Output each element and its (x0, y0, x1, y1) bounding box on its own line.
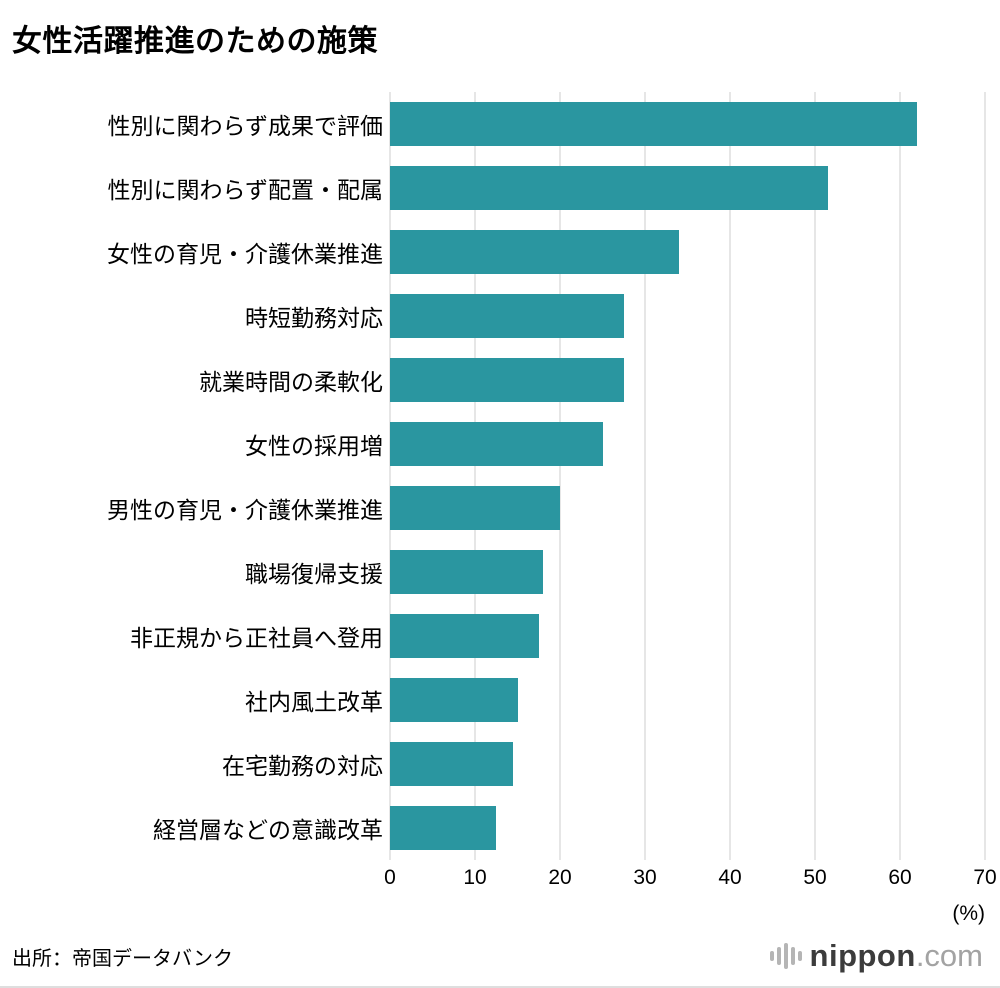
bar-row: 性別に関わらず配置・配属 (10, 156, 985, 220)
x-axis: 0 10 20 30 40 50 60 70 (384, 866, 997, 900)
nippon-logo: nippon.com (769, 938, 983, 974)
gridline (644, 92, 646, 860)
category-label: 女性の育児・介護休業推進 (107, 241, 383, 267)
bar-row: 時短勤務対応 (10, 284, 985, 348)
category-label: 時短勤務対応 (245, 305, 383, 331)
bar (390, 358, 624, 402)
bar (390, 230, 679, 274)
category-label: 非正規から正社員へ登用 (130, 625, 383, 651)
bar-rows: 性別に関わらず成果で評価 性別に関わらず配置・配属 女性の育児・介護休業推進時短勤務… (10, 92, 985, 860)
gridline (474, 92, 476, 860)
gridline (729, 92, 731, 860)
bar (390, 294, 624, 338)
bar-row: 経営層などの意識改革 (10, 796, 985, 860)
x-tick-label: 0 (384, 866, 396, 889)
bar (390, 806, 497, 850)
bar-row: 非正規から正社員へ登用 (10, 604, 985, 668)
bar-track (390, 422, 985, 466)
gridline (899, 92, 901, 860)
plot-area: 性別に関わらず成果で評価 性別に関わらず配置・配属 女性の育児・介護休業推進時短勤務… (10, 92, 986, 860)
bar-row: 在宅勤務の対応 (10, 732, 985, 796)
bar-track (390, 230, 985, 274)
bar-track (390, 614, 985, 658)
brand-suffix: .com (915, 938, 983, 973)
bar (390, 486, 560, 530)
chart-title: 女性活躍推進のための施策 (12, 25, 378, 58)
category-label: 在宅勤務の対応 (222, 753, 383, 779)
brand-wordmark: nippon.com (810, 938, 983, 974)
x-tick-label: 70 (973, 866, 997, 889)
gridline (984, 92, 986, 860)
grid-layer (389, 92, 986, 860)
gridline (389, 92, 391, 860)
bar-track (390, 166, 985, 210)
bar-track (390, 806, 985, 850)
category-label: 職場復帰支援 (245, 561, 383, 587)
bottom-rule (0, 986, 1000, 988)
gridline (559, 92, 561, 860)
category-label: 男性の育児・介護休業推進 (107, 497, 383, 523)
gridline (814, 92, 816, 860)
category-label: 社内風土改革 (245, 689, 383, 715)
bar (390, 614, 539, 658)
x-tick-label: 60 (888, 866, 912, 889)
x-tick-label: 10 (463, 866, 487, 889)
bar-row: 女性の育児・介護休業推進 (10, 220, 985, 284)
category-label: 女性の採用増 (245, 433, 383, 459)
x-tick-label: 40 (718, 866, 742, 889)
x-tick-label: 50 (803, 866, 827, 889)
footer: 出所：帝国データバンク nippon.com (10, 938, 985, 988)
category-label: 性別に関わらず配置・配属 (107, 177, 383, 203)
bar-track (390, 678, 985, 722)
category-label: 経営層などの意識改革 (153, 817, 383, 843)
bar (390, 678, 518, 722)
bar (390, 550, 543, 594)
bar-row: 性別に関わらず成果で評価 (10, 92, 985, 156)
bar (390, 422, 603, 466)
bar (390, 742, 514, 786)
bar-track (390, 550, 985, 594)
bar-row: 社内風土改革 (10, 668, 985, 732)
bar (390, 166, 828, 210)
source-note: 出所：帝国データバンク (12, 947, 233, 970)
x-tick-label: 30 (633, 866, 657, 889)
bar-row: 女性の採用増 (10, 412, 985, 476)
brand-name: nippon (809, 938, 916, 973)
bar-row: 就業時間の柔軟化 (10, 348, 985, 412)
bar-track (390, 358, 985, 402)
nippon-logo-icon (769, 941, 802, 971)
category-label: 性別に関わらず成果で評価 (107, 113, 383, 139)
bar (390, 102, 917, 146)
bar-track (390, 102, 985, 146)
bar-track (390, 294, 985, 338)
x-tick-label: 20 (548, 866, 572, 889)
bar-row: 職場復帰支援 (10, 540, 985, 604)
category-label: 就業時間の柔軟化 (199, 369, 383, 395)
bar-chart: 性別に関わらず成果で評価 性別に関わらず配置・配属 女性の育児・介護休業推進時短勤務… (10, 92, 997, 926)
bar-row: 男性の育児・介護休業推進 (10, 476, 985, 540)
x-axis-unit: (%) (952, 902, 985, 925)
bar-track (390, 742, 985, 786)
bar-track (390, 486, 985, 530)
